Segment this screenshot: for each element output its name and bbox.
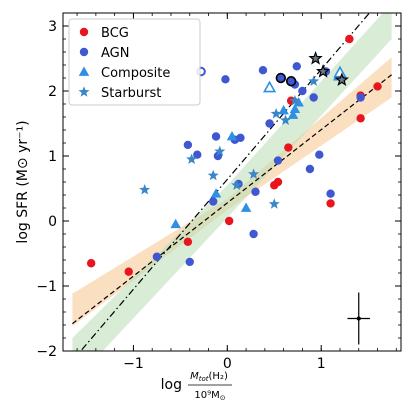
y-tick-label: 2 bbox=[48, 84, 57, 100]
point-bcg bbox=[284, 143, 293, 152]
svg-text:Mtot(H₂): Mtot(H₂) bbox=[190, 371, 228, 383]
fit-line-dashed bbox=[72, 74, 392, 325]
point-agn bbox=[193, 150, 202, 159]
point-bcg bbox=[373, 82, 382, 91]
axis-ticks: −1 0 1 −2 −1 0 1 2 3 bbox=[36, 13, 401, 372]
legend-marker-composite bbox=[78, 66, 90, 76]
point-circle-outlined bbox=[285, 76, 297, 87]
point-triangle-open bbox=[333, 65, 347, 78]
point-agn bbox=[185, 257, 194, 267]
point-starburst bbox=[289, 94, 301, 106]
point-agn bbox=[265, 119, 274, 128]
legend-label-starburst: Starburst bbox=[101, 86, 161, 101]
data-points bbox=[86, 34, 382, 276]
point-bcg bbox=[86, 259, 96, 268]
point-agn bbox=[298, 86, 307, 96]
y-tick-label: −2 bbox=[36, 344, 57, 360]
point-agn bbox=[315, 150, 324, 159]
point-agn bbox=[221, 75, 230, 84]
legend-box bbox=[68, 18, 201, 106]
point-circle-outlined bbox=[275, 72, 287, 84]
fit-lines bbox=[72, 13, 392, 351]
point-agn bbox=[273, 156, 283, 165]
point-agn bbox=[211, 132, 221, 141]
legend-label-bcg: BCG bbox=[101, 26, 129, 41]
point-agn bbox=[209, 197, 218, 206]
point-agn bbox=[183, 140, 193, 150]
point-composite bbox=[293, 97, 304, 107]
point-agn bbox=[236, 133, 245, 142]
point-bcg bbox=[224, 216, 234, 226]
y-tick-label: −1 bbox=[36, 279, 57, 295]
y-tick-label: 1 bbox=[48, 149, 57, 165]
point-bcg bbox=[345, 34, 354, 44]
point-starburst bbox=[248, 168, 260, 179]
x-axis-label: log Mtot(H₂) 10⁹M⊙ bbox=[161, 371, 232, 402]
point-star-outlined bbox=[308, 50, 323, 65]
legend-marker-starburst bbox=[78, 86, 90, 97]
point-star-outlined bbox=[334, 72, 350, 87]
point-bcg bbox=[183, 237, 193, 246]
x-tick-label: 1 bbox=[317, 356, 326, 372]
point-triangle-open bbox=[262, 80, 277, 93]
point-agn bbox=[305, 164, 315, 174]
point-agn bbox=[326, 189, 335, 198]
point-starburst bbox=[268, 198, 280, 209]
svg-text:log: log bbox=[161, 377, 182, 393]
x-tick-label: −1 bbox=[123, 356, 144, 372]
point-starburst bbox=[186, 153, 198, 164]
point-bcg bbox=[356, 114, 365, 123]
legend: BCG AGN Composite Starburst bbox=[68, 18, 201, 106]
point-bcg bbox=[326, 199, 335, 208]
point-composite bbox=[287, 109, 299, 119]
svg-text:10⁹M⊙: 10⁹M⊙ bbox=[194, 390, 225, 402]
legend-label-agn: AGN bbox=[101, 46, 129, 61]
point-starburst bbox=[308, 75, 320, 86]
fit-line-dashdot bbox=[79, 13, 371, 351]
point-starburst bbox=[214, 145, 226, 157]
point-composite bbox=[170, 218, 181, 229]
point-starburst bbox=[270, 107, 282, 119]
y-tick-label: 0 bbox=[48, 214, 57, 230]
point-agn bbox=[258, 66, 268, 75]
legend-marker-agn bbox=[79, 47, 89, 57]
point-composite bbox=[210, 188, 222, 198]
point-composite bbox=[289, 103, 301, 114]
point-composite bbox=[240, 202, 252, 212]
error-bar-center bbox=[356, 316, 361, 321]
point-agn bbox=[356, 93, 365, 102]
legend-marker-bcg bbox=[79, 27, 89, 37]
legend-label-composite: Composite bbox=[101, 66, 170, 81]
point-starburst bbox=[231, 179, 243, 190]
point-agn bbox=[309, 93, 318, 102]
x-tick-label: 0 bbox=[223, 356, 232, 372]
point-agn bbox=[152, 252, 162, 261]
error-bar bbox=[347, 292, 371, 345]
y-tick-label: 3 bbox=[48, 19, 57, 35]
point-bcg bbox=[124, 267, 133, 276]
point-agn bbox=[249, 229, 258, 239]
point-starburst bbox=[207, 169, 219, 181]
point-starburst bbox=[280, 114, 292, 125]
point-composite bbox=[226, 131, 238, 141]
y-axis-label: log SFR (M⊙ yr⁻¹) bbox=[15, 120, 31, 243]
confidence-band-1 bbox=[72, 57, 392, 327]
point-agn bbox=[251, 187, 260, 196]
point-bcg bbox=[273, 177, 283, 187]
point-agn bbox=[292, 62, 301, 71]
point-star-outlined bbox=[315, 63, 331, 78]
point-starburst bbox=[139, 184, 151, 195]
